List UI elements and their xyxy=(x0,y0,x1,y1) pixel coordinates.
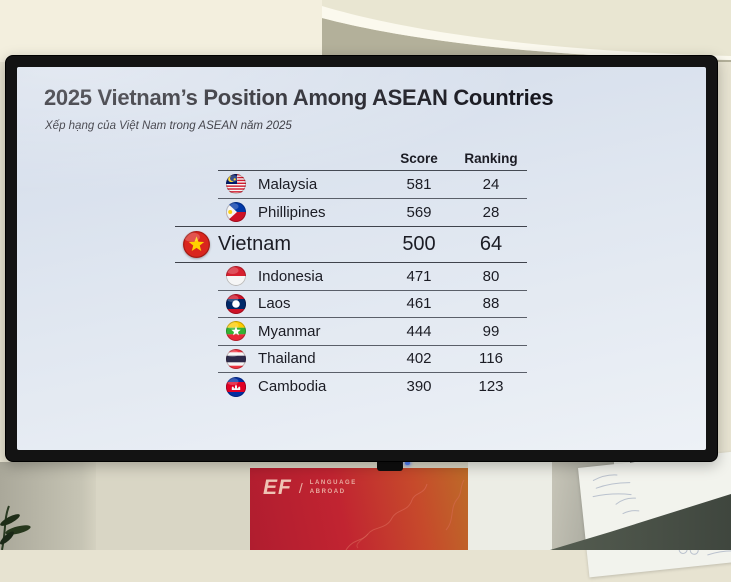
score-value: 402 xyxy=(406,350,432,368)
table-row-philippines: Phillipines 569 28 xyxy=(218,199,527,227)
score-value: 461 xyxy=(406,295,432,313)
score-value: 471 xyxy=(406,267,432,285)
plant-leaves xyxy=(0,505,31,550)
curved-architecture-detail xyxy=(298,0,731,62)
laos-flag-icon xyxy=(218,293,254,314)
country-name: Phillipines xyxy=(258,203,326,221)
country-name: Cambodia xyxy=(258,378,327,396)
wall-corner-left xyxy=(0,0,298,62)
header-score: Score xyxy=(400,151,438,166)
score-value: 390 xyxy=(406,378,432,396)
score-value: 581 xyxy=(406,175,432,193)
myanmar-flag-icon xyxy=(218,321,254,342)
ef-banner: EF / LANGUAGE ABROAD xyxy=(250,468,468,550)
vietnam-flag-icon xyxy=(175,231,218,258)
country-name: Indonesia xyxy=(258,267,324,285)
logo-slash-divider: / xyxy=(298,479,303,496)
table-row-laos: Laos 461 88 xyxy=(218,291,527,318)
slide-title: 2025 Vietnam’s Position Among ASEAN Coun… xyxy=(44,85,554,110)
wall-shaded-strip xyxy=(0,462,96,550)
country-name: Laos xyxy=(258,295,291,313)
tagline-line2: ABROAD xyxy=(309,488,346,495)
table-row-cambodia: Cambodia 390 123 xyxy=(218,373,527,401)
ranking-value: 24 xyxy=(482,175,500,193)
country-name: Malaysia xyxy=(258,175,318,193)
ranking-value: 28 xyxy=(482,203,500,221)
thailand-flag-icon xyxy=(218,348,254,369)
cambodia-flag-icon xyxy=(218,376,254,397)
table-row-indonesia: Indonesia 471 80 xyxy=(218,263,527,291)
header-ranking: Ranking xyxy=(464,151,518,166)
table-row-malaysia: Malaysia 581 24 xyxy=(218,171,527,199)
score-value: 569 xyxy=(406,203,432,221)
slide-subtitle: Xếp hạng của Việt Nam trong ASEAN năm 20… xyxy=(45,120,292,132)
score-value: 444 xyxy=(406,322,432,340)
table-row-myanmar: Myanmar 444 99 xyxy=(218,318,527,346)
table-row-thailand: Thailand 402 116 xyxy=(218,346,527,373)
ef-tagline: LANGUAGE ABROAD xyxy=(310,479,357,497)
tv-monitor: 2025 Vietnam’s Position Among ASEAN Coun… xyxy=(5,55,718,462)
ranking-value: 64 xyxy=(479,233,503,255)
ranking-value: 80 xyxy=(482,267,500,285)
ranking-value: 99 xyxy=(482,322,500,340)
sofa xyxy=(550,494,731,550)
map-outline-decoration xyxy=(345,479,465,550)
ranking-value: 123 xyxy=(478,378,504,396)
power-led xyxy=(405,461,410,465)
philippines-flag-icon xyxy=(218,202,254,223)
ef-logo: EF xyxy=(263,476,292,499)
country-name: Thailand xyxy=(258,350,316,368)
ranking-value: 88 xyxy=(482,295,500,313)
slide-screen: 2025 Vietnam’s Position Among ASEAN Coun… xyxy=(17,67,706,450)
table-row-vietnam: Vietnam 500 64 xyxy=(175,226,527,263)
ranking-table: Score Ranking Malaysia 581 24 Phillipines 56… xyxy=(175,147,527,401)
score-value: 500 xyxy=(402,233,436,255)
ranking-value: 116 xyxy=(479,350,503,368)
indonesia-flag-icon xyxy=(218,266,254,287)
tagline-line1: LANGUAGE xyxy=(309,479,357,486)
table-header-row: Score Ranking xyxy=(218,147,527,171)
malaysia-flag-icon xyxy=(218,174,254,195)
country-name: Vietnam xyxy=(218,233,292,255)
country-name: Myanmar xyxy=(258,322,321,340)
